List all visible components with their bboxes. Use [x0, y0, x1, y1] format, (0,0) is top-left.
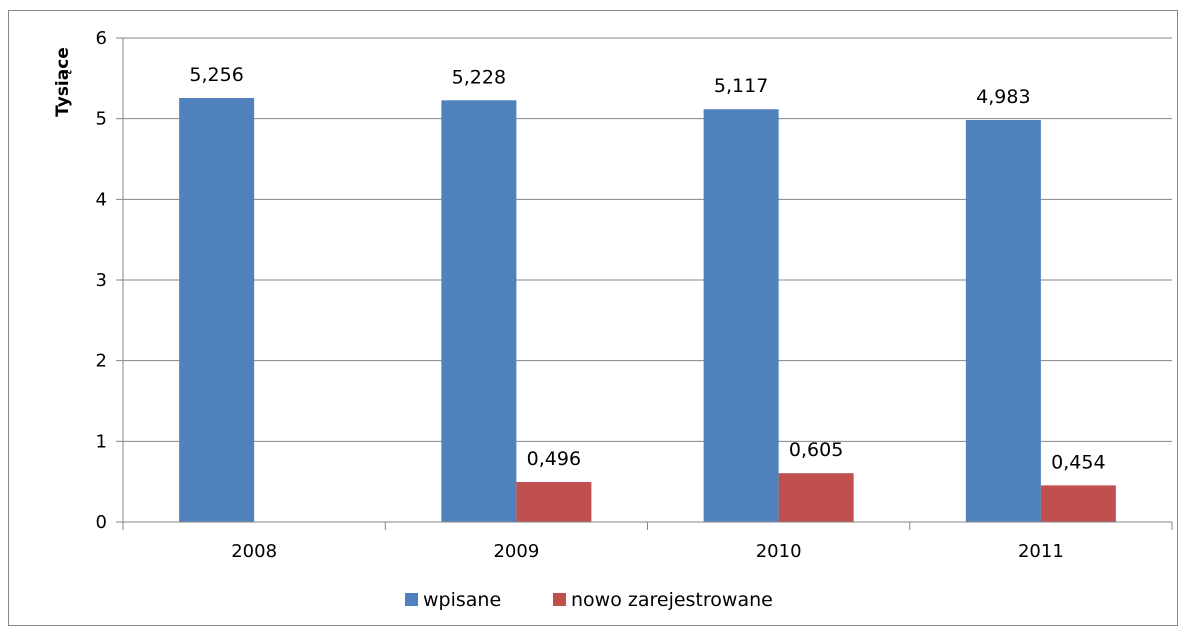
y-tick-label: 3: [96, 270, 107, 291]
y-tick-label: 5: [96, 109, 107, 130]
y-tick-label: 2: [96, 351, 107, 372]
data-label: 5,228: [452, 66, 506, 88]
legend-swatch-nowo-zarejestrowane: [553, 593, 566, 606]
y-tick-label: 6: [96, 28, 107, 49]
legend-swatch-wpisane: [405, 593, 418, 606]
x-tick-label: 2008: [231, 541, 277, 562]
bars: [179, 98, 1116, 523]
bar-wpisane-2009: [441, 100, 517, 523]
data-label: 0,605: [789, 439, 843, 461]
y-tick-label: 1: [96, 431, 107, 452]
data-labels: 5,256 5,228 0,496 5,117 0,605 4,983 0,454: [189, 64, 1105, 473]
x-tick-labels: 2008 2009 2010 2011: [231, 541, 1064, 562]
y-tick-label: 0: [96, 512, 107, 533]
data-label: 0,454: [1051, 451, 1105, 473]
bar-nowo-zarejestrowane-2011: [1040, 485, 1116, 522]
data-label: 4,983: [976, 86, 1030, 108]
y-tick-labels: 0 1 2 3 4 5 6: [96, 28, 107, 533]
x-tick-label: 2010: [756, 541, 802, 562]
legend-label: wpisane: [423, 589, 501, 611]
bar-wpisane-2011: [965, 120, 1041, 523]
y-tick-label: 4: [96, 189, 107, 210]
y-axis-label: Tysiące: [53, 47, 73, 117]
bar-nowo-zarejestrowane-2010: [778, 473, 854, 522]
bar-nowo-zarejestrowane-2009: [516, 481, 592, 522]
bar-wpisane-2008: [179, 98, 255, 523]
x-tick-label: 2009: [493, 541, 539, 562]
axes: [116, 37, 1173, 530]
data-label: 5,117: [714, 75, 768, 97]
x-tick-label: 2011: [1018, 541, 1064, 562]
bar-wpisane-2010: [703, 109, 779, 522]
legend-label: nowo zarejestrowane: [571, 589, 773, 611]
data-label: 5,256: [189, 64, 243, 86]
data-label: 0,496: [527, 448, 581, 470]
legend: wpisane nowo zarejestrowane: [405, 589, 773, 611]
